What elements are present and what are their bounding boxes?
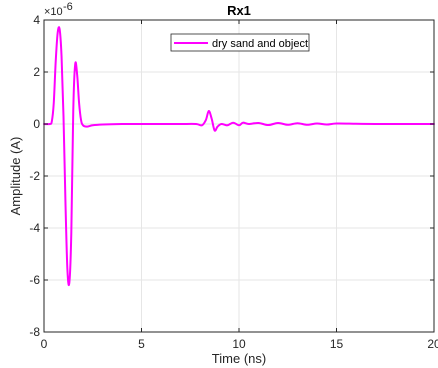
y-exponent-prefix: ×10	[44, 6, 63, 18]
y-tick-label: 0	[33, 117, 40, 131]
legend-box	[170, 33, 310, 52]
y-tick-label: -2	[29, 169, 40, 183]
y-exponent: ×10 -6	[44, 1, 73, 18]
series-group	[43, 26, 435, 287]
x-tick-label: 5	[138, 337, 145, 351]
y-tick-label: 4	[33, 13, 40, 27]
chart-title: Rx1	[227, 3, 251, 18]
y-tick-label: -4	[29, 221, 40, 235]
legend-label: dry sand and object	[212, 38, 308, 50]
x-tick-label: 15	[330, 337, 344, 351]
y-tick-label: -8	[29, 325, 40, 339]
x-tick-label: 10	[232, 337, 246, 351]
y-tick-label: -6	[29, 273, 40, 287]
series-line	[43, 26, 435, 287]
x-axis-label: Time (ns)	[212, 351, 266, 366]
x-tick-label: 20	[427, 337, 438, 351]
ticks: 0 5 10 15 20 -8 -6 -4 -2 0 2 4	[29, 13, 438, 351]
y-tick-label: 2	[33, 65, 40, 79]
y-axis-label: Amplitude (A)	[8, 137, 23, 216]
legend: dry sand and object	[170, 33, 310, 52]
y-exponent-power: -6	[63, 1, 73, 13]
x-tick-label: 0	[41, 337, 48, 351]
